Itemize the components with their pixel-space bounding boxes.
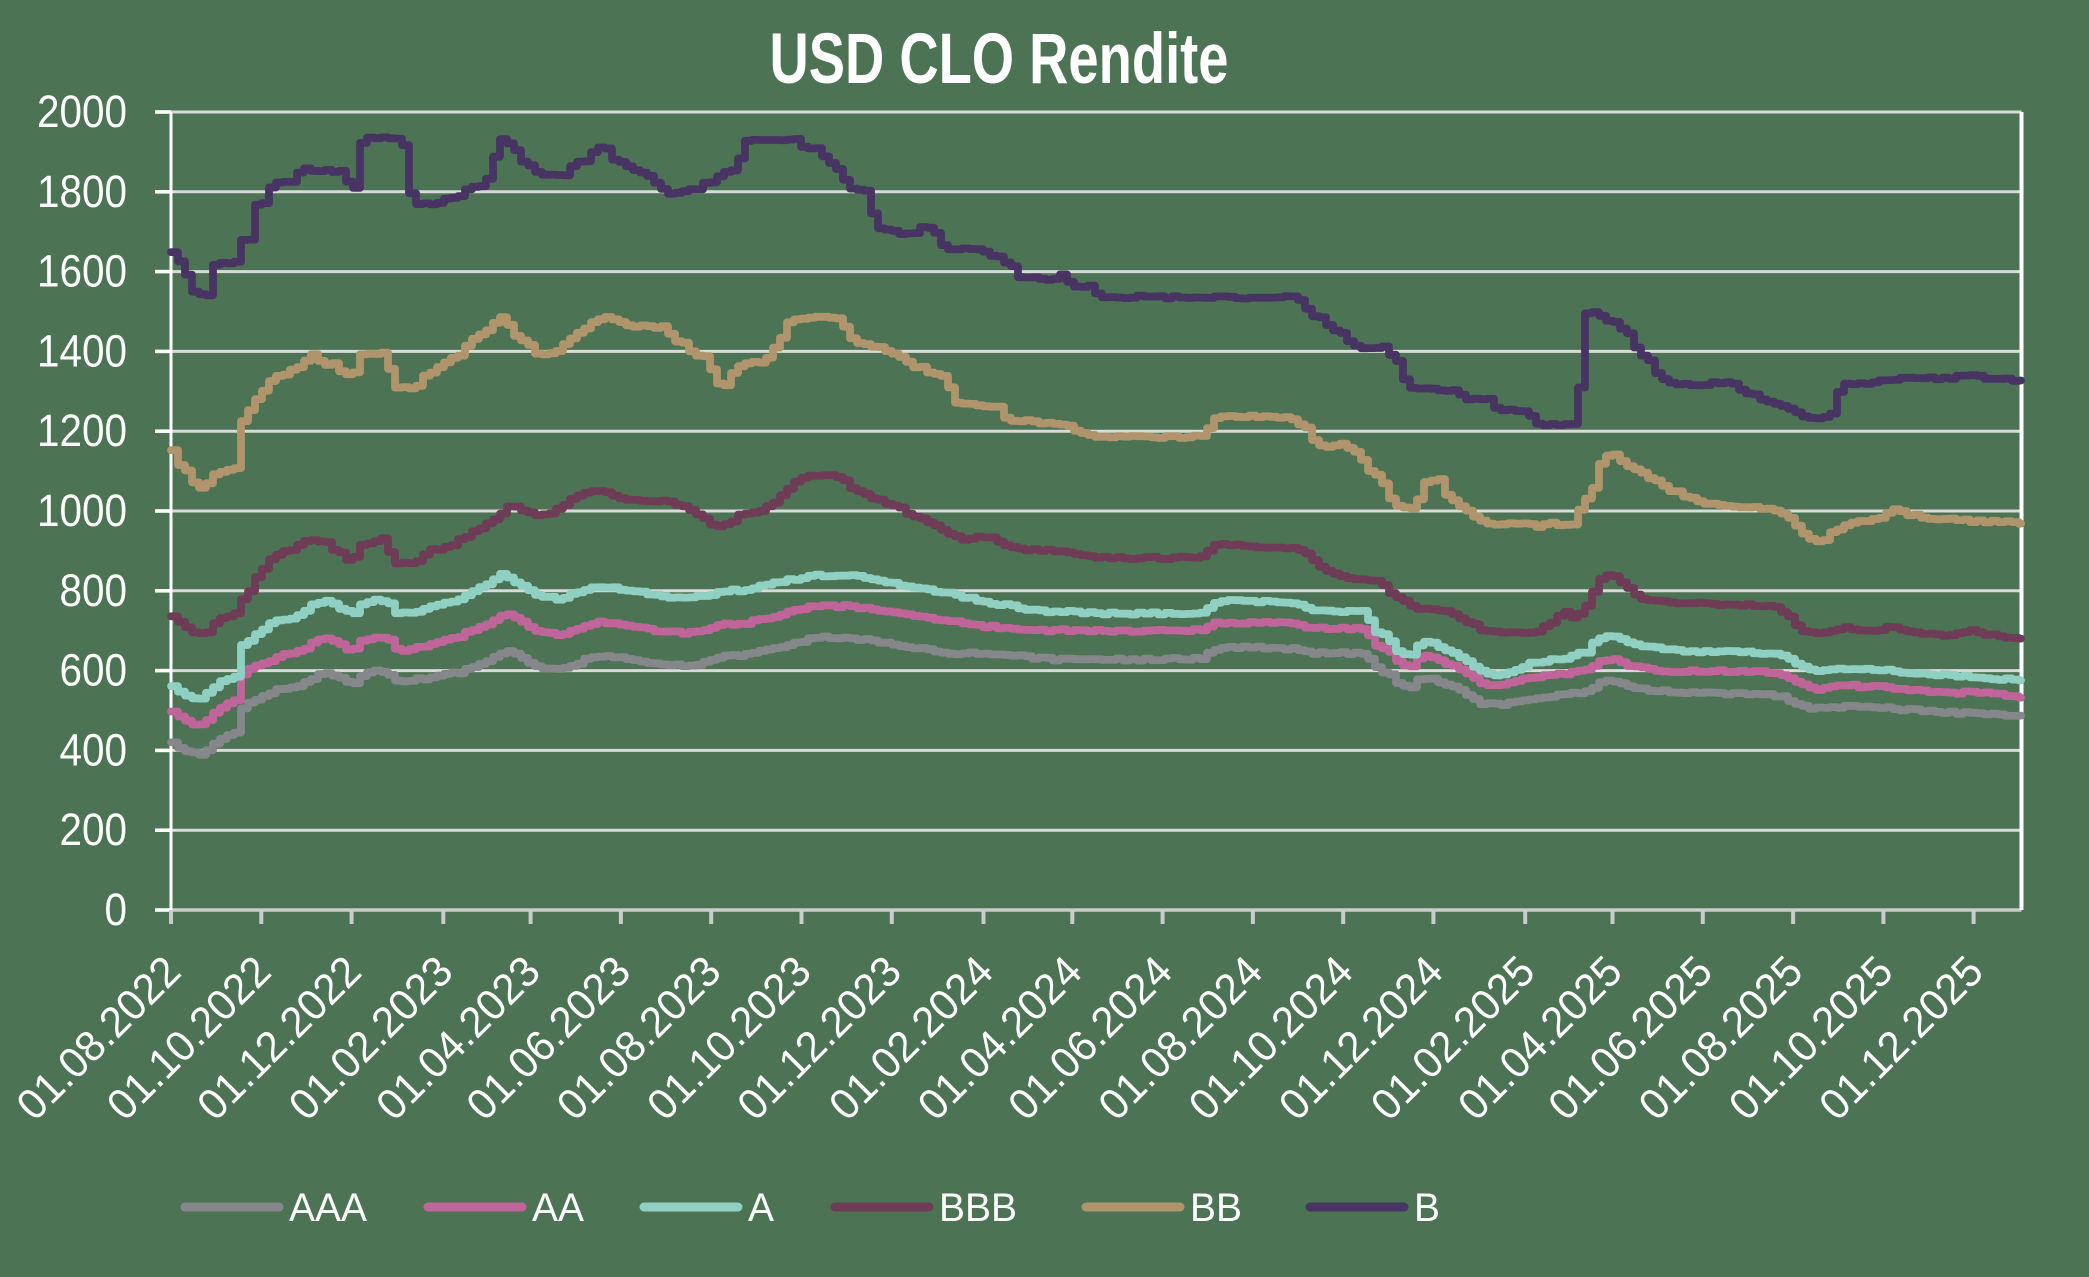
svg-text:BBB: BBB	[939, 1186, 1017, 1230]
svg-text:USD CLO Rendite: USD CLO Rendite	[770, 20, 1229, 99]
svg-text:BB: BB	[1190, 1186, 1242, 1230]
svg-text:1200: 1200	[37, 405, 127, 456]
svg-text:1800: 1800	[37, 166, 127, 217]
svg-text:600: 600	[60, 645, 128, 696]
svg-text:0: 0	[105, 884, 128, 935]
svg-text:AAA: AAA	[289, 1186, 367, 1230]
svg-text:1600: 1600	[37, 246, 127, 297]
svg-text:800: 800	[60, 565, 128, 616]
svg-text:AA: AA	[532, 1186, 584, 1230]
svg-text:1000: 1000	[37, 485, 127, 536]
svg-text:400: 400	[60, 724, 128, 775]
svg-text:1400: 1400	[37, 325, 127, 376]
svg-text:B: B	[1414, 1186, 1440, 1230]
svg-text:200: 200	[60, 804, 128, 855]
svg-text:A: A	[748, 1186, 774, 1230]
svg-text:2000: 2000	[37, 86, 127, 137]
